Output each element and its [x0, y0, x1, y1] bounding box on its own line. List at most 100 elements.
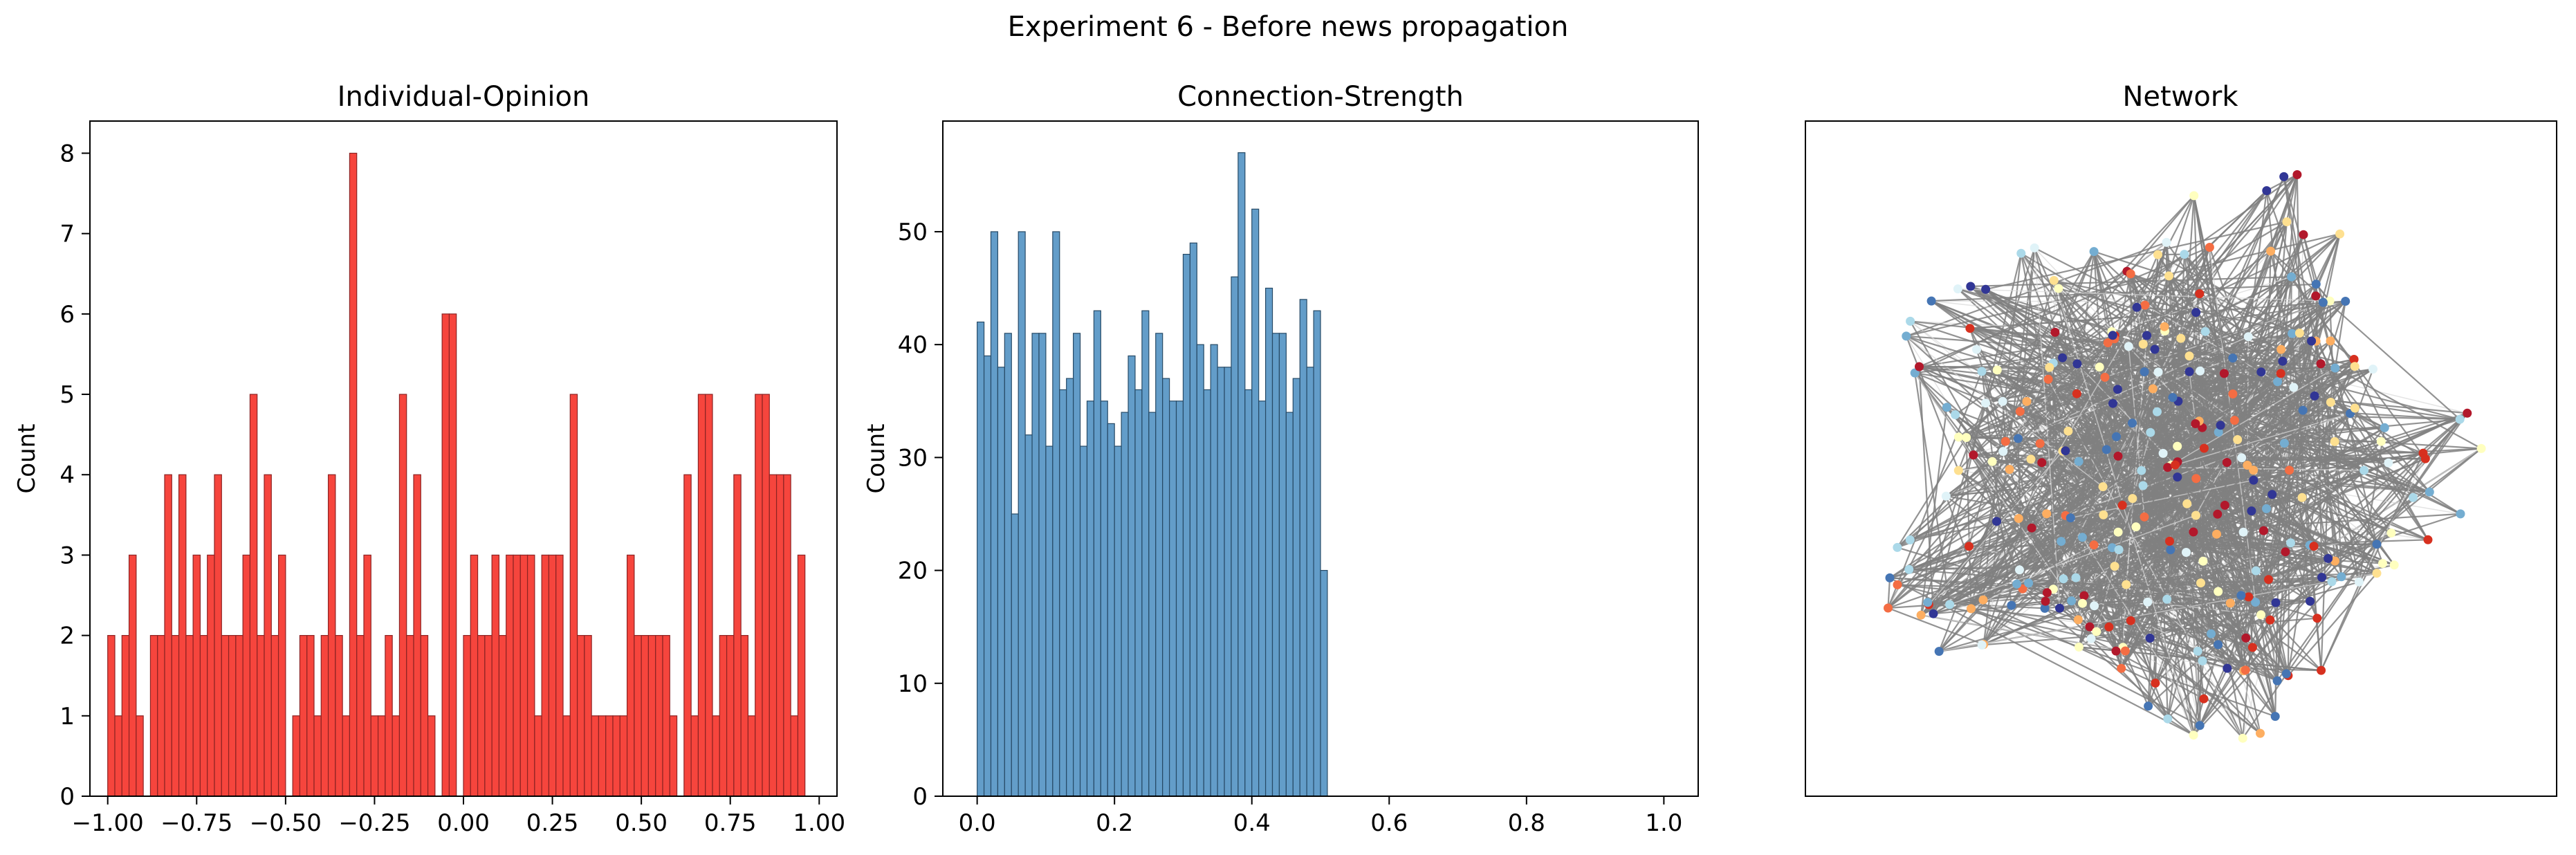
network-node: [1902, 331, 1911, 341]
network-edge: [2099, 367, 2119, 457]
y-tick-label: 3: [59, 542, 75, 569]
network-edge: [2193, 195, 2276, 717]
bar: [526, 554, 535, 797]
network-node: [2273, 377, 2283, 387]
histogram-strength-title: Connection-Strength: [1177, 81, 1464, 113]
network-node: [2022, 396, 2032, 406]
network-node: [2294, 329, 2304, 338]
network-node: [2251, 566, 2261, 576]
network-node: [2195, 721, 2205, 730]
bar: [1285, 412, 1294, 797]
bar: [242, 554, 251, 797]
network-node: [2306, 596, 2315, 606]
network-edge: [2083, 595, 2246, 671]
network-edge: [2002, 251, 2095, 402]
network-node: [2384, 458, 2393, 468]
network-node: [2098, 482, 2108, 492]
bar: [619, 715, 628, 797]
network-node: [2251, 598, 2261, 607]
network-edge: [2247, 464, 2429, 541]
network-node: [2267, 490, 2277, 499]
network-node: [2236, 591, 2246, 600]
network-edge: [1906, 335, 2104, 488]
network-edge: [2177, 340, 2317, 478]
network-node: [2101, 445, 2111, 454]
network-edge: [2247, 464, 2392, 534]
network-edge: [2048, 378, 2276, 603]
bar: [1162, 378, 1170, 797]
bar: [1148, 412, 1157, 797]
network-node: [2180, 250, 2189, 259]
network-edge: [2107, 342, 2247, 671]
x-tick-label: 0.8: [1508, 809, 1545, 837]
bar: [1121, 412, 1129, 797]
bar: [207, 554, 215, 797]
bar: [477, 635, 486, 797]
network-node: [2089, 540, 2099, 550]
network-edge: [2183, 254, 2318, 619]
bar: [185, 635, 194, 797]
bar: [1045, 445, 1054, 797]
network-edge: [2114, 293, 2200, 340]
histogram-opinion-title: Individual-Opinion: [338, 81, 590, 113]
network-node: [2016, 248, 2026, 258]
network-edge: [1906, 335, 2158, 413]
network-edge: [2330, 401, 2429, 540]
bar: [1231, 276, 1239, 797]
network-node: [2310, 391, 2319, 401]
network-edge: [2111, 331, 2238, 441]
network-node: [2176, 333, 2186, 343]
network-edge: [1905, 335, 1960, 471]
network-panel: Network: [1805, 81, 2557, 797]
x-tick-label: −0.50: [250, 809, 322, 837]
network-node: [2111, 646, 2121, 656]
network-node: [2307, 336, 2317, 346]
y-tick-label: 2: [59, 623, 75, 650]
network-edge: [1970, 607, 2200, 726]
bar: [705, 394, 713, 797]
network-node: [2312, 614, 2322, 623]
network-node: [2425, 487, 2434, 497]
bar: [370, 715, 379, 797]
network-node: [1977, 367, 1987, 376]
bar: [1128, 355, 1136, 797]
network-edge: [2200, 470, 2365, 584]
network-node: [2191, 474, 2201, 484]
bar: [292, 715, 301, 797]
network-node: [2166, 545, 2175, 555]
network-node: [2270, 712, 2280, 721]
network-node: [1904, 564, 1914, 574]
network-node: [1998, 396, 2007, 406]
bar: [121, 635, 130, 797]
network-node: [2285, 466, 2294, 475]
bar: [164, 474, 172, 797]
network-node: [2085, 622, 2095, 632]
network-edge: [1958, 436, 2092, 639]
network-node: [2372, 540, 2382, 549]
x-tick-label: 0.2: [1096, 809, 1133, 837]
network-edge: [2315, 284, 2323, 578]
bar: [591, 715, 600, 797]
network-edge: [1982, 195, 2195, 600]
network-node: [2287, 272, 2297, 282]
network-node: [1923, 598, 1933, 607]
network-node: [2164, 271, 2173, 281]
network-node: [2024, 578, 2034, 588]
network-edge: [1914, 372, 2090, 627]
network-edge: [2197, 576, 2342, 652]
bar: [420, 635, 429, 797]
network-node: [2216, 421, 2225, 430]
network-edge: [1985, 378, 2049, 404]
network-edge: [2063, 358, 2355, 580]
network-edge: [2299, 333, 2384, 564]
bar: [249, 394, 258, 797]
network-node: [2359, 466, 2369, 475]
network-node: [2108, 398, 2117, 408]
network-node: [2243, 461, 2252, 470]
bar: [1238, 152, 1246, 797]
network-node: [2244, 592, 2254, 602]
network-node: [2272, 676, 2282, 686]
network-node: [2326, 336, 2335, 346]
network-edge: [1957, 288, 2114, 405]
network-edge: [1958, 288, 2330, 302]
